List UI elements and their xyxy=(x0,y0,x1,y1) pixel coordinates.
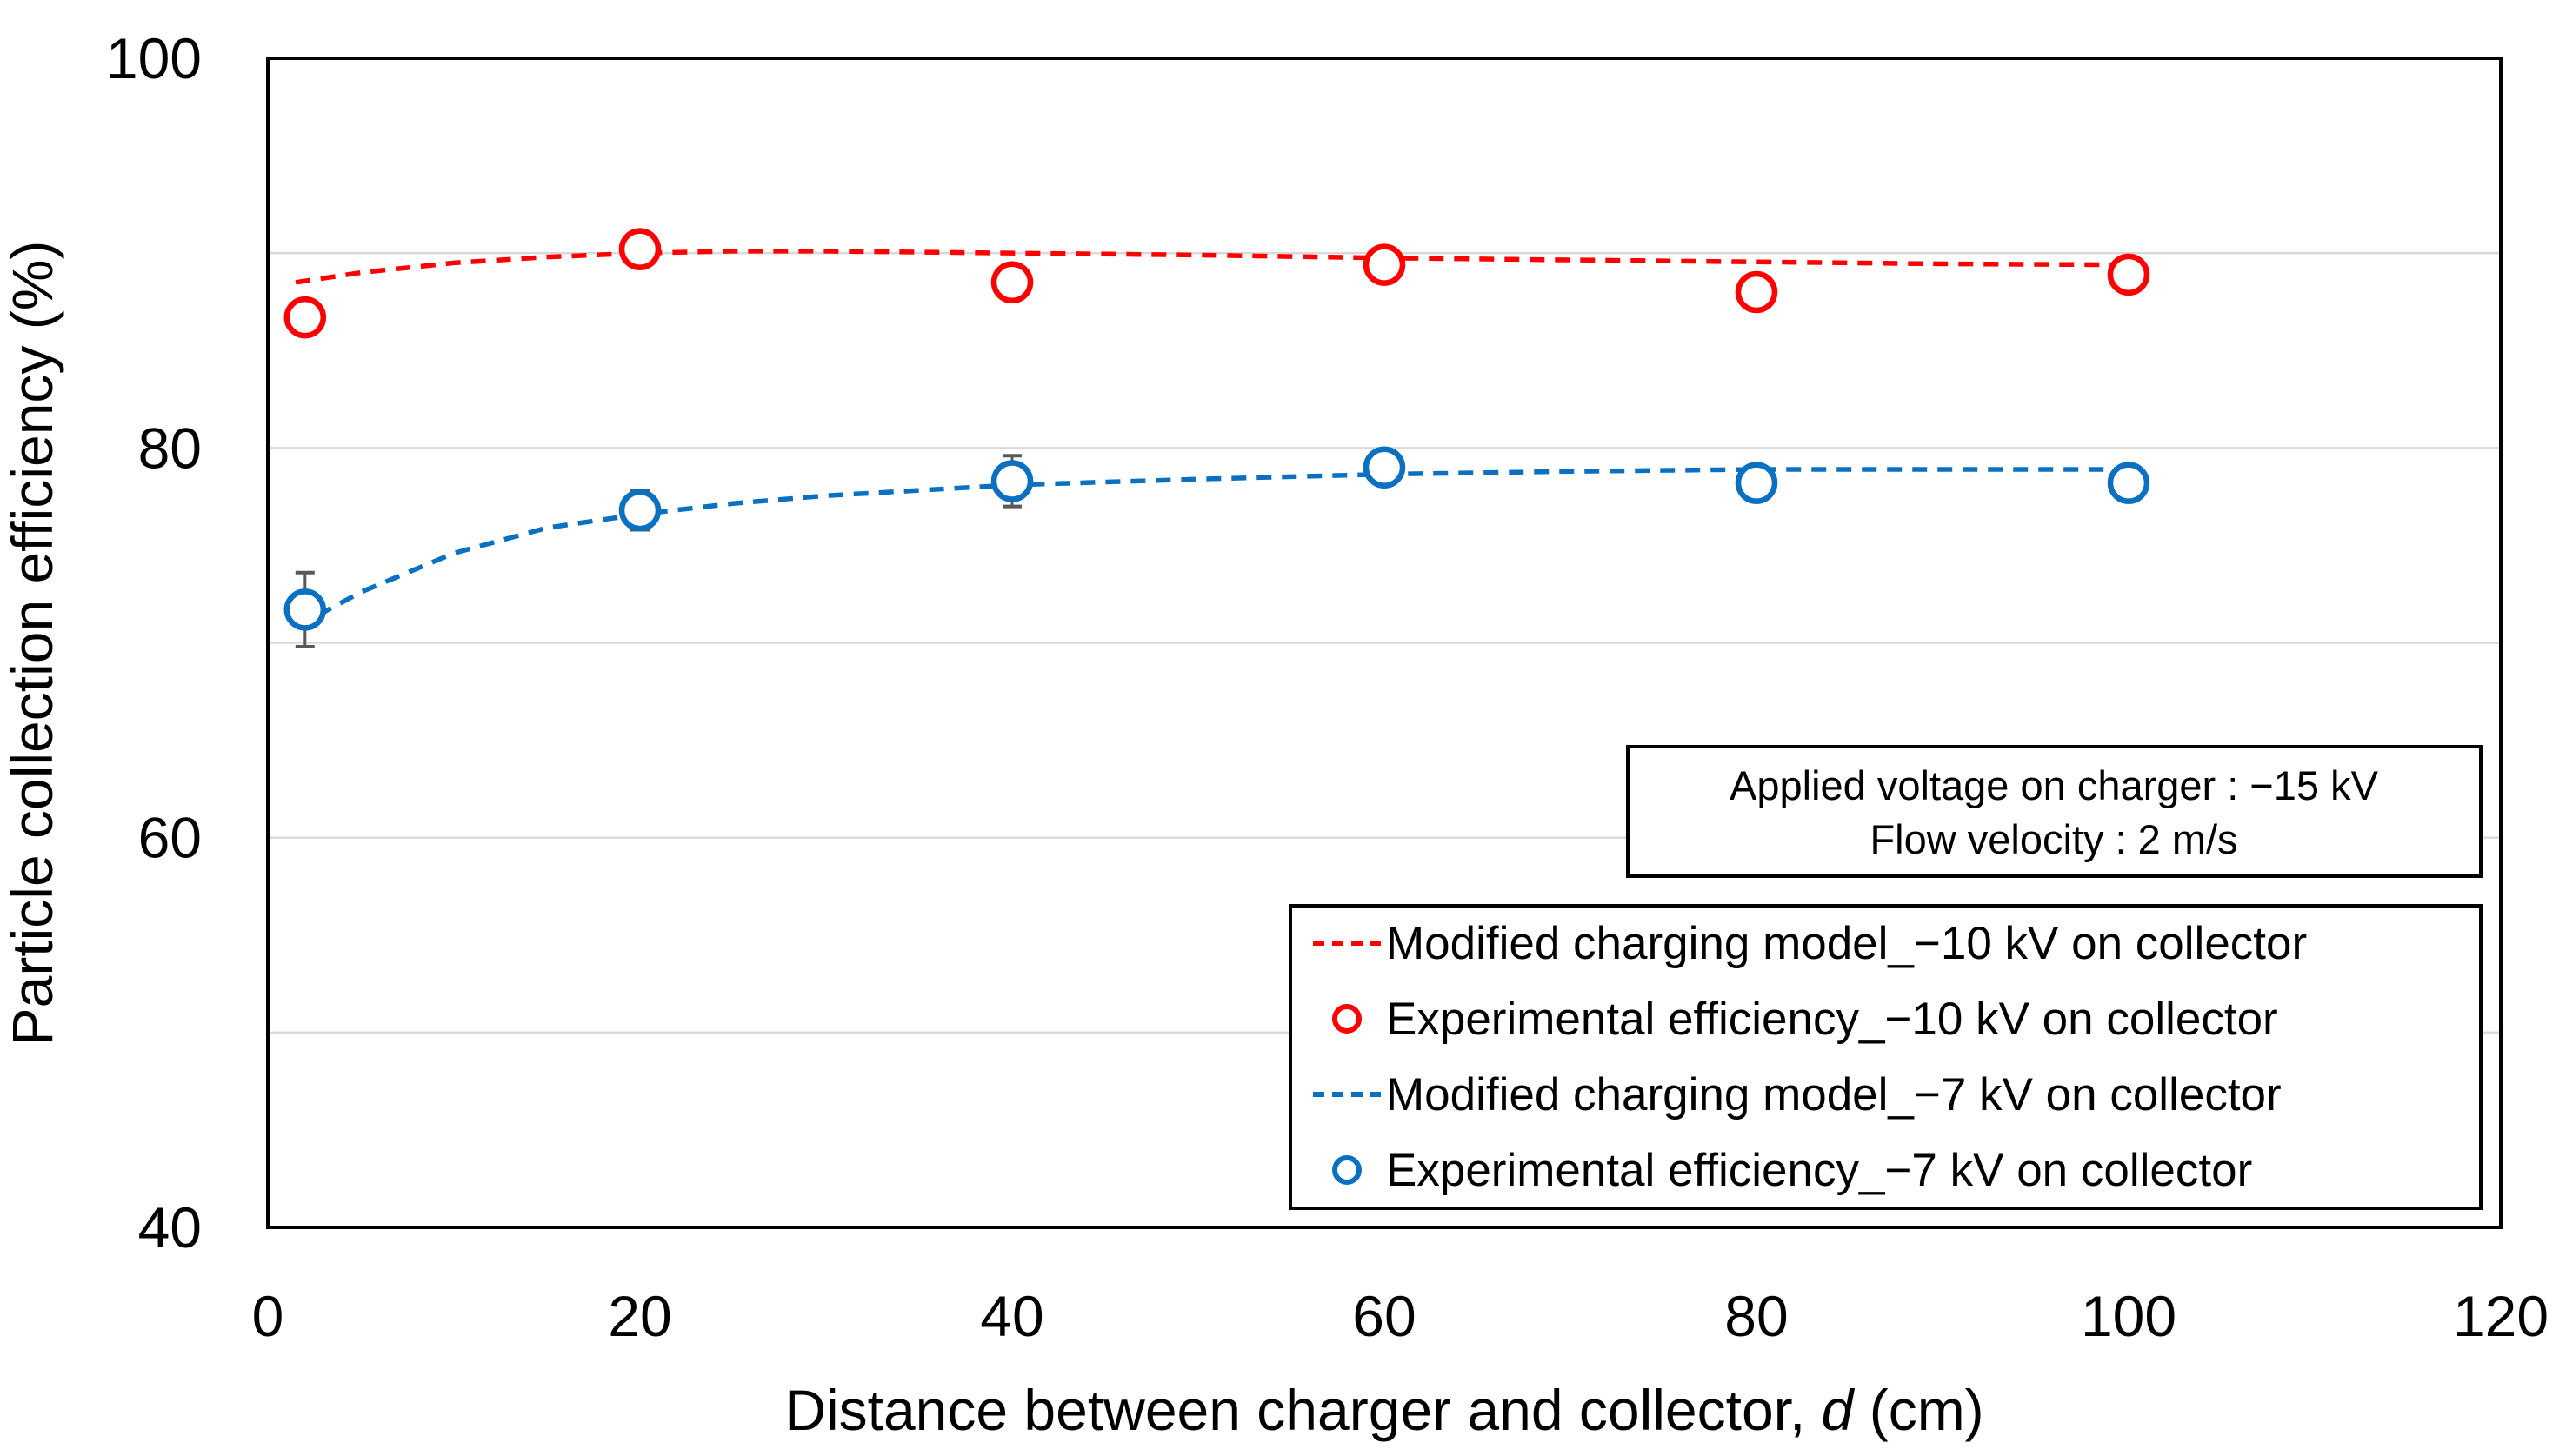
annotation-box-border xyxy=(1626,745,2483,878)
y-axis-title: Particle collection efficiency (%) xyxy=(0,241,64,1047)
y-tick-label-100: 100 xyxy=(106,26,202,90)
x-axis-tick-labels: 0 20 40 60 80 100 120 xyxy=(252,1284,2549,1348)
x-axis-title-suffix: (cm) xyxy=(1853,1378,1983,1442)
data-point-red-80cm xyxy=(1735,270,1778,314)
plot-border xyxy=(266,57,2503,1229)
model-line-blue xyxy=(294,467,2129,629)
x-tick-label-120: 120 xyxy=(2453,1284,2549,1348)
data-point-red-20cm xyxy=(618,228,662,270)
x-tick-label-20: 20 xyxy=(608,1284,671,1348)
model-line-red xyxy=(295,249,2129,285)
y-tick-label-80: 80 xyxy=(138,416,202,480)
x-tick-label-0: 0 xyxy=(252,1284,284,1348)
x-tick-label-60: 60 xyxy=(1352,1284,1416,1348)
legend-label-blue-model: Modified charging model_−7 kV on collect… xyxy=(1386,1069,2282,1120)
data-point-blue-60cm xyxy=(1363,446,1406,489)
data-point-blue-20cm xyxy=(618,489,662,532)
data-point-blue-100cm xyxy=(2107,462,2150,504)
x-tick-label-80: 80 xyxy=(1724,1284,1788,1348)
legend-label-blue-experimental: Experimental efficiency_−7 kV on collect… xyxy=(1386,1145,2252,1196)
data-point-red-40cm xyxy=(990,261,1034,304)
x-tick-label-40: 40 xyxy=(980,1284,1043,1348)
data-point-blue-2cm xyxy=(283,588,327,631)
y-tick-label-40: 40 xyxy=(138,1195,202,1260)
legend-label-red-model: Modified charging model_−10 kV on collec… xyxy=(1386,918,2307,969)
data-point-red-60cm xyxy=(1363,243,1406,286)
x-axis-title: Distance between charger and collector, … xyxy=(784,1378,1983,1442)
annotation-box: Applied voltage on charger : −15 kV Flow… xyxy=(1626,745,2483,878)
x-axis-title-prefix: Distance between charger and collector, xyxy=(784,1378,1821,1442)
data-point-red-100cm xyxy=(2107,253,2150,296)
data-point-red-2cm xyxy=(283,296,327,339)
legend-box-border xyxy=(1289,904,2483,1210)
data-series-layer xyxy=(283,228,2150,648)
legend: Modified charging model_−10 kV on collec… xyxy=(1289,904,2483,1210)
y-tick-label-60: 60 xyxy=(138,806,202,870)
data-point-blue-80cm xyxy=(1735,462,1778,504)
legend-label-red-experimental: Experimental efficiency_−10 kV on collec… xyxy=(1386,994,2278,1045)
annotation-line-voltage: Applied voltage on charger : −15 kV xyxy=(1730,762,2379,808)
annotation-line-velocity: Flow velocity : 2 m/s xyxy=(1870,816,2237,862)
legend-marker-blue-circle xyxy=(1332,1155,1362,1185)
y-axis-tick-labels: 40 60 80 100 xyxy=(106,26,202,1260)
legend-marker-red-circle xyxy=(1332,1004,1362,1034)
x-axis-title-variable: d xyxy=(1822,1378,1856,1442)
data-point-blue-40cm xyxy=(990,460,1034,502)
x-tick-label-100: 100 xyxy=(2081,1284,2176,1348)
